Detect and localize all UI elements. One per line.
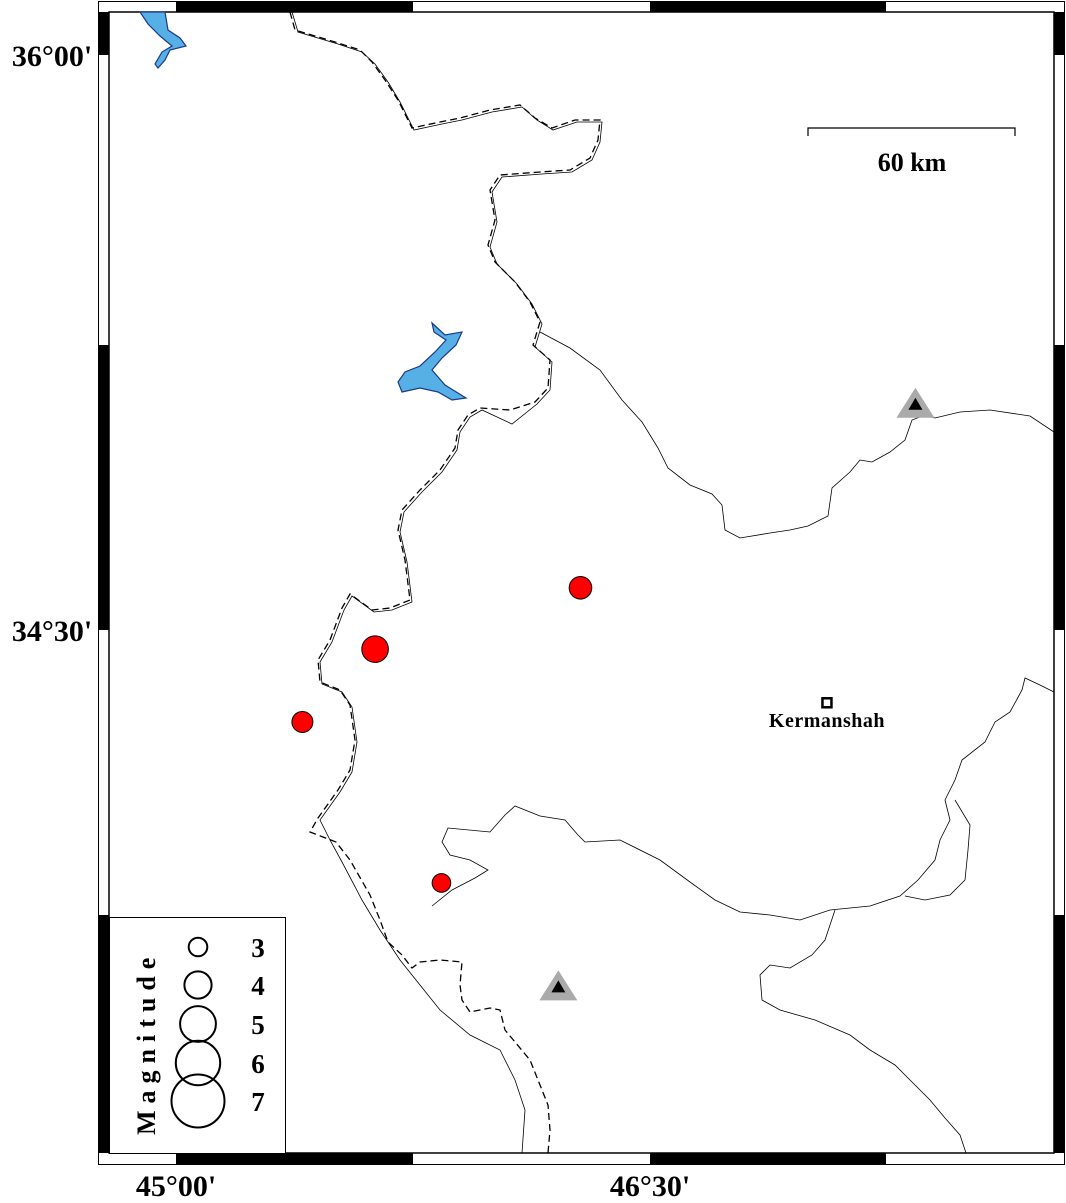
station-triangle-icon[interactable] <box>539 970 578 1001</box>
cities: Kermanshah <box>769 697 885 732</box>
city-marker-icon <box>821 697 833 709</box>
legend-circle <box>187 936 209 958</box>
international-border-dashed <box>289 11 601 1154</box>
y-tick-label: 36°00' <box>12 40 92 73</box>
legend-label: 6 <box>251 1049 265 1079</box>
city-label: Kermanshah <box>769 710 885 732</box>
legend-label: 5 <box>251 1010 265 1040</box>
legend-title: Magnitude <box>132 951 161 1135</box>
stations <box>539 387 935 1001</box>
magnitude-legend: Magnitude 3 4 5 6 7 <box>109 917 286 1154</box>
legend-circle <box>174 1039 222 1087</box>
legend-circle <box>183 970 213 1000</box>
earthquake-events <box>291 575 593 893</box>
scale-bar <box>807 127 1016 136</box>
earthquake-event[interactable] <box>291 710 314 733</box>
legend-label: 3 <box>251 933 265 963</box>
legend-label: 4 <box>251 971 265 1001</box>
province-border-southeast <box>759 909 967 1154</box>
province-border-south <box>431 677 1055 921</box>
earthquake-event[interactable] <box>431 873 452 893</box>
scale-bar-label: 60 km <box>878 148 947 177</box>
legend-label: 7 <box>251 1087 265 1117</box>
tick-labels: 45°00' 46°30' 36°00' 34°30' <box>12 40 690 1203</box>
x-tick-label: 45°00' <box>136 1170 216 1203</box>
earthquake-event[interactable] <box>361 635 389 663</box>
legend-circle <box>179 1005 217 1043</box>
lake-middle <box>397 321 468 401</box>
international-border <box>291 11 603 1154</box>
province-border-east <box>904 799 971 901</box>
y-tick-label: 34°30' <box>12 615 92 648</box>
lake-north <box>138 11 188 69</box>
legend-circle <box>170 1073 226 1129</box>
station-triangle-icon[interactable] <box>896 387 935 418</box>
earthquake-event[interactable] <box>568 575 593 600</box>
x-tick-label: 46°30' <box>610 1170 690 1203</box>
